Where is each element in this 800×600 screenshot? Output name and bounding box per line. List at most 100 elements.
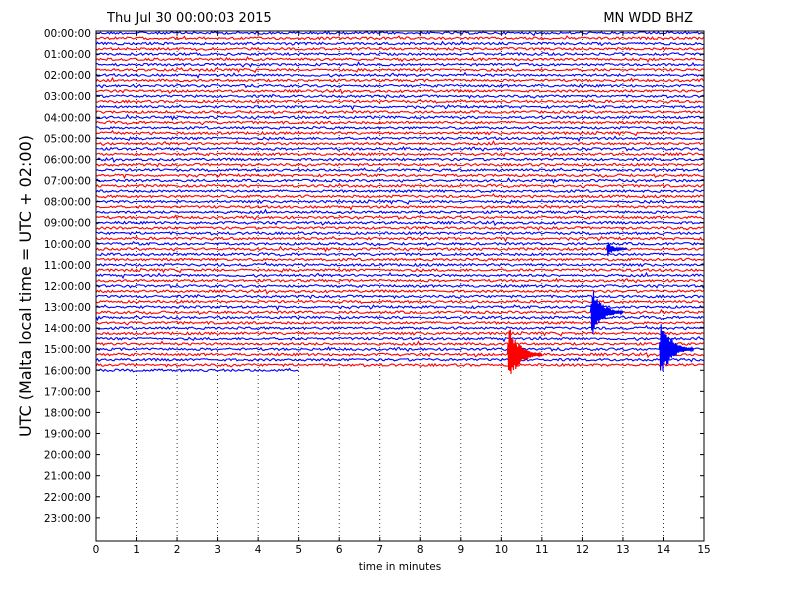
- y-tick-label: 16:00:00: [44, 365, 91, 377]
- trace-line: [95, 188, 704, 194]
- x-tick-label: 13: [616, 544, 629, 556]
- x-tick-label: 15: [697, 544, 710, 556]
- trace-line: [95, 214, 704, 221]
- header-station: MN WDD BHZ: [603, 11, 693, 26]
- trace-line: [95, 135, 704, 143]
- trace-line: [95, 252, 704, 258]
- y-tick-label: 11:00:00: [44, 260, 91, 272]
- y-tick-label: 17:00:00: [44, 386, 91, 398]
- y-axis-hour-labels: 00:00:00 01:00:00 02:00:00 03:00:00 04:00:00…: [44, 28, 704, 525]
- trace-line: [95, 46, 704, 52]
- seismic-traces: [95, 29, 704, 373]
- trace-line: [95, 331, 704, 337]
- trace-line: [95, 129, 704, 137]
- seismic-events: [506, 242, 695, 374]
- trace-line: [95, 167, 704, 173]
- y-tick-label: 19:00:00: [44, 429, 91, 441]
- trace-line: [95, 241, 704, 247]
- y-tick-label: 13:00:00: [44, 302, 91, 314]
- x-axis-minute-ticks: 0 1 2 3 4 5 6 7 8 9 10 11 12 13 14 15: [93, 31, 711, 556]
- trace-line: [95, 120, 704, 126]
- trace-line: [95, 235, 704, 243]
- trace-line: [95, 346, 704, 352]
- trace-line: [95, 93, 704, 100]
- trace-line: [95, 293, 704, 300]
- x-tick-label: 2: [174, 544, 181, 556]
- trace-line: [95, 125, 704, 131]
- x-tick-label: 11: [535, 544, 548, 556]
- trace-line: [95, 51, 704, 57]
- trace-line: [95, 231, 704, 236]
- y-tick-label: 18:00:00: [44, 407, 91, 419]
- y-tick-label: 07:00:00: [44, 176, 91, 188]
- trace-line: [95, 162, 704, 168]
- y-tick-label: 10:00:00: [44, 239, 91, 251]
- trace-line: [95, 61, 704, 68]
- trace-line: [95, 277, 704, 284]
- y-tick-label: 05:00:00: [44, 133, 91, 145]
- trace-line: [95, 193, 704, 199]
- x-tick-label: 14: [657, 544, 671, 556]
- x-tick-label: 10: [495, 544, 508, 556]
- trace-line: [95, 172, 704, 180]
- y-tick-label: 14:00:00: [44, 323, 91, 335]
- trace-line: [95, 225, 704, 231]
- x-tick-label: 0: [93, 544, 100, 556]
- y-tick-label: 04:00:00: [44, 112, 91, 124]
- trace-line: [95, 245, 704, 253]
- trace-line: [95, 56, 704, 63]
- trace-line: [95, 71, 704, 79]
- header-datetime: Thu Jul 30 00:00:03 2015: [106, 11, 272, 26]
- y-tick-label: 08:00:00: [44, 197, 91, 209]
- y-tick-label: 03:00:00: [44, 91, 91, 103]
- event-waveform: [606, 242, 628, 257]
- trace-line: [95, 88, 704, 95]
- y-tick-label: 22:00:00: [44, 492, 91, 504]
- y-tick-label: 20:00:00: [44, 450, 91, 462]
- y-axis-label: UTC (Malta local time = UTC + 02:00): [16, 135, 35, 437]
- x-tick-label: 4: [255, 544, 262, 556]
- trace-line: [95, 357, 704, 363]
- trace-line: [95, 362, 704, 368]
- trace-line: [95, 139, 704, 146]
- y-tick-label: 21:00:00: [44, 471, 91, 483]
- trace-line: [95, 257, 704, 262]
- y-tick-label: 23:00:00: [44, 513, 91, 525]
- trace-line: [95, 152, 704, 158]
- x-tick-label: 7: [376, 544, 383, 556]
- trace-line: [95, 261, 704, 268]
- x-tick-label: 6: [336, 544, 343, 556]
- trace-line: [95, 40, 704, 47]
- trace-line: [95, 67, 704, 74]
- y-tick-label: 01:00:00: [44, 49, 91, 61]
- trace-line: [95, 203, 704, 211]
- trace-line: [95, 199, 704, 205]
- trace-line: [95, 103, 704, 111]
- trace-line: [95, 109, 704, 115]
- trace-line: [95, 113, 704, 121]
- trace-line: [95, 183, 704, 189]
- event-waveform: [589, 290, 624, 334]
- trace-line: [95, 367, 299, 373]
- trace-line: [95, 267, 704, 274]
- trace-line: [95, 177, 704, 185]
- event-waveform: [658, 324, 695, 372]
- x-tick-label: 12: [576, 544, 589, 556]
- y-tick-label: 12:00:00: [44, 281, 91, 293]
- trace-line: [95, 98, 704, 104]
- trace-line: [95, 208, 704, 215]
- y-tick-label: 02:00:00: [44, 70, 91, 82]
- x-tick-label: 5: [295, 544, 302, 556]
- y-tick-label: 09:00:00: [44, 218, 91, 230]
- trace-line: [95, 29, 704, 37]
- trace-line: [95, 324, 704, 331]
- trace-line: [95, 335, 704, 343]
- x-tick-label: 8: [417, 544, 424, 556]
- trace-line: [95, 76, 704, 83]
- trace-line: [95, 283, 704, 289]
- y-tick-label: 15:00:00: [44, 344, 91, 356]
- trace-line: [95, 35, 704, 41]
- trace-line: [95, 271, 704, 280]
- trace-line: [95, 220, 704, 227]
